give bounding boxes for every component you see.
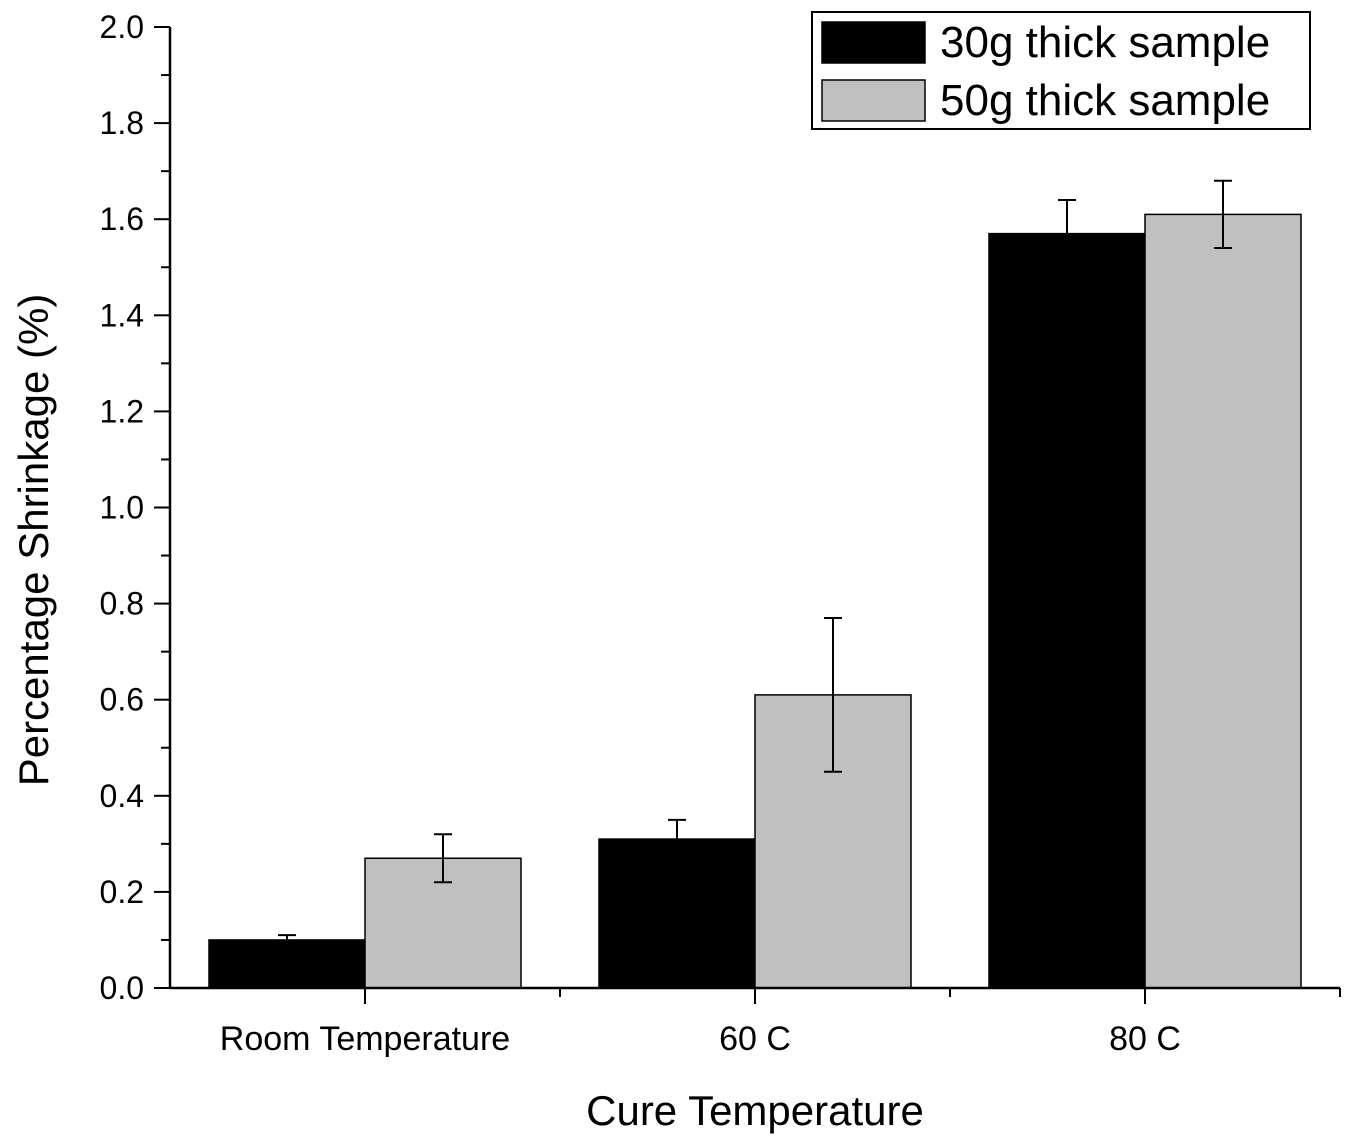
error-bar-30g-1 (668, 818, 686, 860)
x-tick-label-0: Room Temperature (220, 1020, 510, 1058)
bar-50g-2 (1144, 213, 1302, 989)
error-bar-50g-1 (824, 617, 842, 773)
legend-label-30g: 30g thick sample (940, 18, 1270, 67)
bar-30g-2 (988, 232, 1146, 989)
y-tick-label-8: 1.6 (100, 201, 144, 237)
y-tick-label-3: 0.6 (100, 682, 144, 718)
y-tick-label-10: 2.0 (100, 9, 144, 45)
y-tick-label-6: 1.2 (100, 393, 144, 429)
y-tick-label-2: 0.4 (100, 778, 144, 814)
y-tick-label-9: 1.8 (100, 105, 144, 141)
y-axis-title: Percentage Shrinkage (%) (10, 294, 57, 787)
bar-30g-0 (208, 939, 366, 989)
legend-label-50g: 50g thick sample (940, 76, 1270, 125)
legend-swatch-30g (821, 21, 926, 64)
error-bar-30g-0 (278, 934, 296, 946)
x-tick-label-1: 60 C (719, 1020, 791, 1058)
legend-swatch-50g (821, 79, 926, 122)
y-tick-label-0: 0.0 (100, 970, 144, 1006)
y-tick-label-5: 1.0 (100, 490, 144, 526)
y-tick-label-7: 1.4 (100, 297, 144, 333)
ticks-layer: Room Temperature 60 C 80 C 0.0 0.2 0.4 0.6 0.8 1… (100, 9, 1181, 1058)
bars-layer (208, 213, 1302, 989)
x-tick-label-2: 80 C (1109, 1020, 1181, 1058)
error-bar-30g-2 (1058, 198, 1076, 269)
error-bars-layer (278, 179, 1232, 946)
legend: 30g thick sample 50g thick sample (811, 11, 1311, 130)
error-bar-50g-2 (1214, 179, 1232, 250)
y-tick-label-4: 0.8 (100, 586, 144, 622)
y-tick-label-1: 0.2 (100, 874, 144, 910)
x-axis-title: Cure Temperature (586, 1087, 924, 1134)
bar-30g-1 (598, 838, 756, 989)
error-bar-50g-0 (434, 833, 452, 884)
